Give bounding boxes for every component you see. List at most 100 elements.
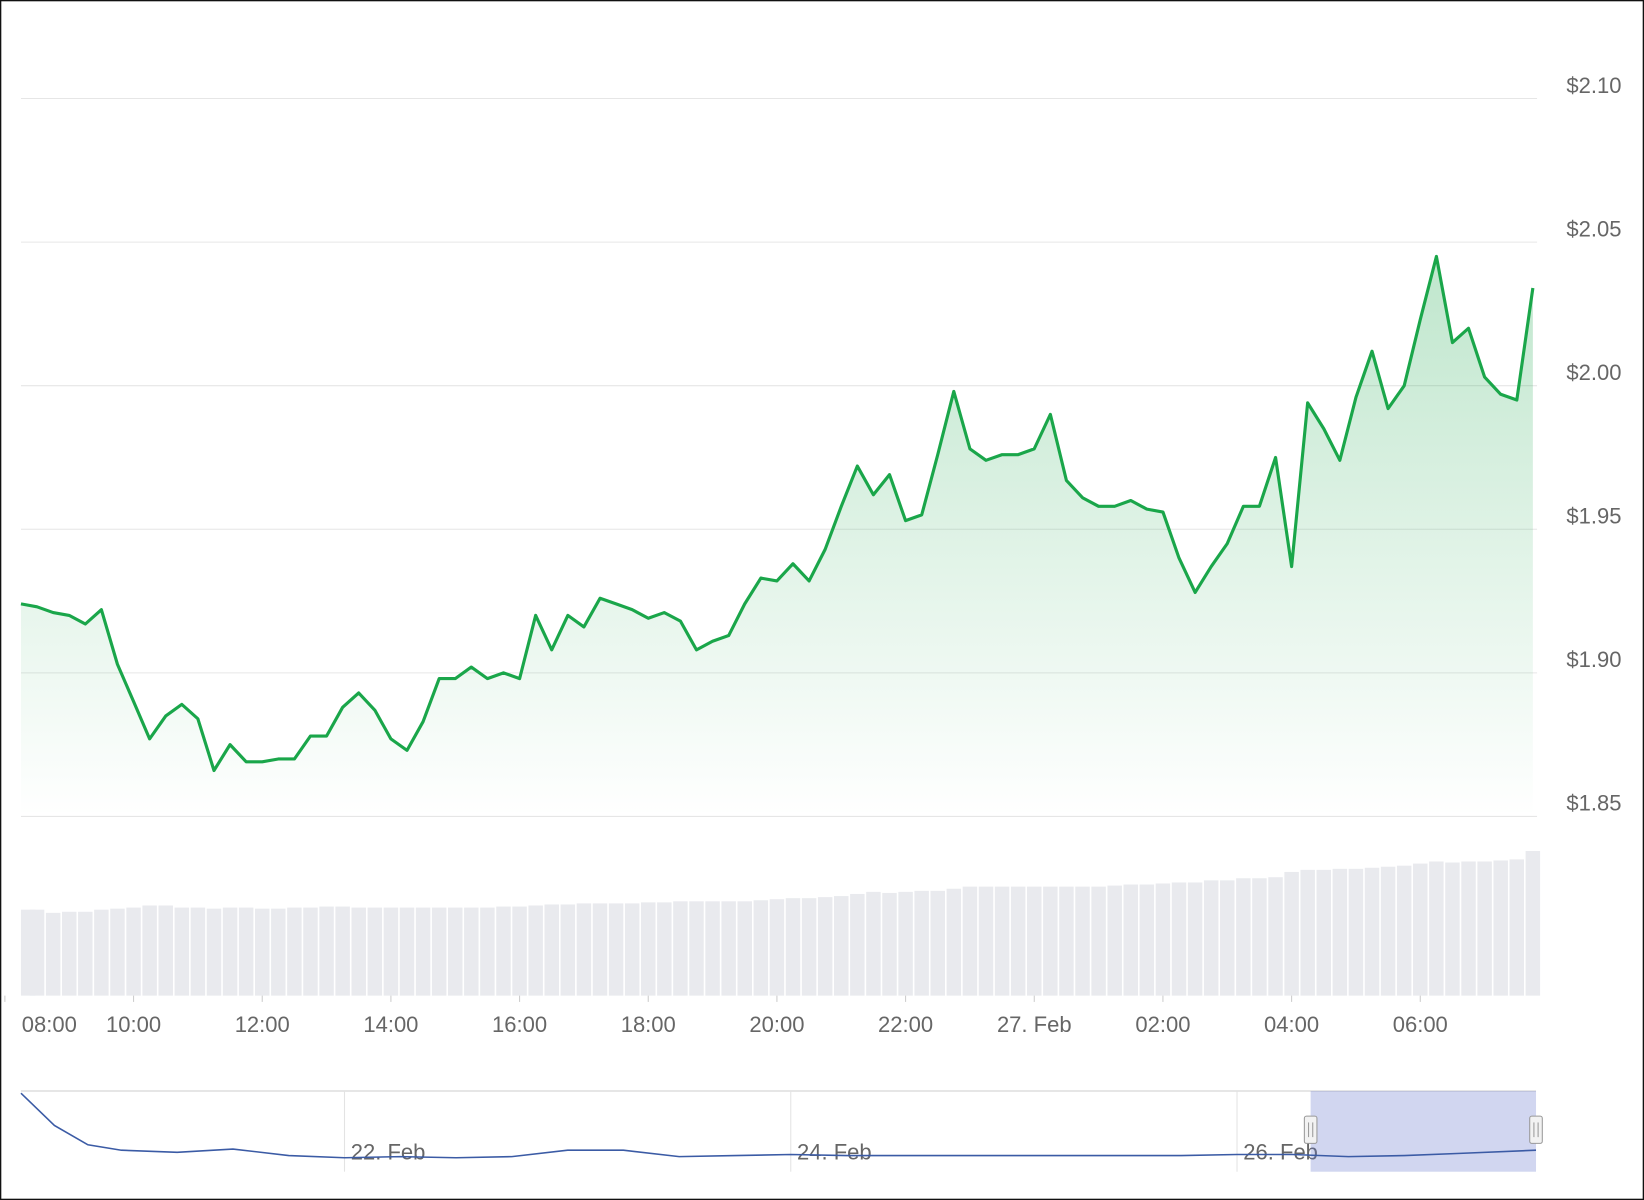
price-area [20,256,1533,817]
volume-bar [1445,862,1460,996]
volume-bar [319,906,334,996]
volume-bar [1043,886,1058,996]
navigator-selection [1310,1091,1537,1172]
volume-bar [1075,886,1090,996]
volume-bar [544,904,559,996]
y-tick-label: $2.05 [1566,216,1621,241]
volume-bar [769,899,785,996]
volume-bar [785,898,801,996]
x-tick-label: 10:00 [106,1012,161,1037]
volume-bar [1380,866,1396,996]
volume-bar [271,908,286,996]
volume-bar [1364,867,1380,996]
volume-bar [946,888,962,996]
volume-bar [1187,882,1203,996]
volume-bar [190,907,206,996]
volume-bar [45,912,61,996]
volume-bar [560,904,576,996]
volume-bar [624,903,640,996]
volume-bar [608,903,624,996]
price-line [20,254,1535,773]
volume-bar [528,905,543,996]
volume-bar [254,908,270,996]
navigator-line [20,1092,1537,1159]
volume-bar [1477,861,1492,996]
volume-bar [576,903,592,996]
x-tick-label: 04:00 [1264,1012,1319,1037]
volume-bar [882,892,897,996]
volume-bar [351,907,366,996]
volume-bar [1091,886,1106,996]
volume-bar [721,901,736,996]
volume-bar [1493,860,1508,996]
volume-bar [1525,851,1541,996]
volume-bar [1220,880,1235,996]
volume-bar [206,908,222,996]
volume-bar [1332,868,1348,996]
volume-bar [673,901,688,996]
volume-bar [978,886,994,996]
volume-bar [689,901,704,996]
volume-bar [287,907,302,996]
volume-bar [962,886,978,996]
volume-bar [512,906,527,996]
x-tick-label: 18:00 [621,1012,676,1037]
volume-bar [142,905,157,996]
volume-bar [657,902,672,996]
x-tick-label: 22:00 [878,1012,933,1037]
volume-bar [592,903,608,996]
volume-bar [1413,863,1428,996]
volume-bar [1316,869,1332,996]
volume-bar [303,907,318,996]
volume-bar [1284,871,1299,996]
y-tick-label: $1.95 [1566,504,1621,529]
volume-bar [898,891,913,996]
x-tick-label: 02:00 [1135,1012,1190,1037]
y-tick-label: $2.00 [1566,360,1621,385]
volume-bar [367,907,383,996]
navigator-handle [1303,1115,1318,1144]
navigator-tick-label: 26. Feb [1243,1140,1318,1165]
volume-bar [158,905,173,996]
volume-bar [78,911,93,996]
volume-bar [753,900,769,996]
volume-bar [994,886,1010,996]
volume-bar [1203,880,1219,996]
volume-bar [1171,882,1187,996]
volume-bar [801,898,817,996]
volume-bar [110,908,125,996]
y-tick-label: $1.85 [1566,791,1621,816]
volume-bar [1509,859,1525,996]
volume-bar [1236,878,1251,996]
volume-bar [238,907,254,996]
volume-bar [1059,886,1074,996]
x-tick-label: 06:00 [1393,1012,1448,1037]
volume-bar [1010,886,1026,996]
volume-bar [1429,861,1444,996]
volume-bar [335,906,350,996]
volume-bar [496,906,511,996]
volume-bar [480,907,495,996]
volume-bar [1396,865,1412,996]
y-tick-label: $1.90 [1566,647,1621,672]
volume-bar [705,901,720,996]
volume-bar [383,907,399,996]
volume-bar [641,902,656,996]
volume-bar [930,890,945,996]
y-tick-label: $2.10 [1566,73,1621,98]
navigator-tick-label: 22. Feb [351,1140,426,1165]
volume-bar [464,907,479,996]
volume-bar [399,907,415,996]
volume-bar [126,907,141,996]
volume-bar [1123,884,1139,996]
volume-bar [1268,877,1283,996]
volume-bar [1155,883,1171,996]
volume-bar [1107,885,1122,996]
volume-bar [1461,861,1476,996]
volume-bar [61,911,77,996]
volume-bar [222,907,238,996]
navigator-tick-label: 24. Feb [797,1140,872,1165]
x-tick-label: 20:00 [749,1012,804,1037]
navigator-handle [1529,1115,1543,1144]
volume-bar [1139,884,1155,996]
